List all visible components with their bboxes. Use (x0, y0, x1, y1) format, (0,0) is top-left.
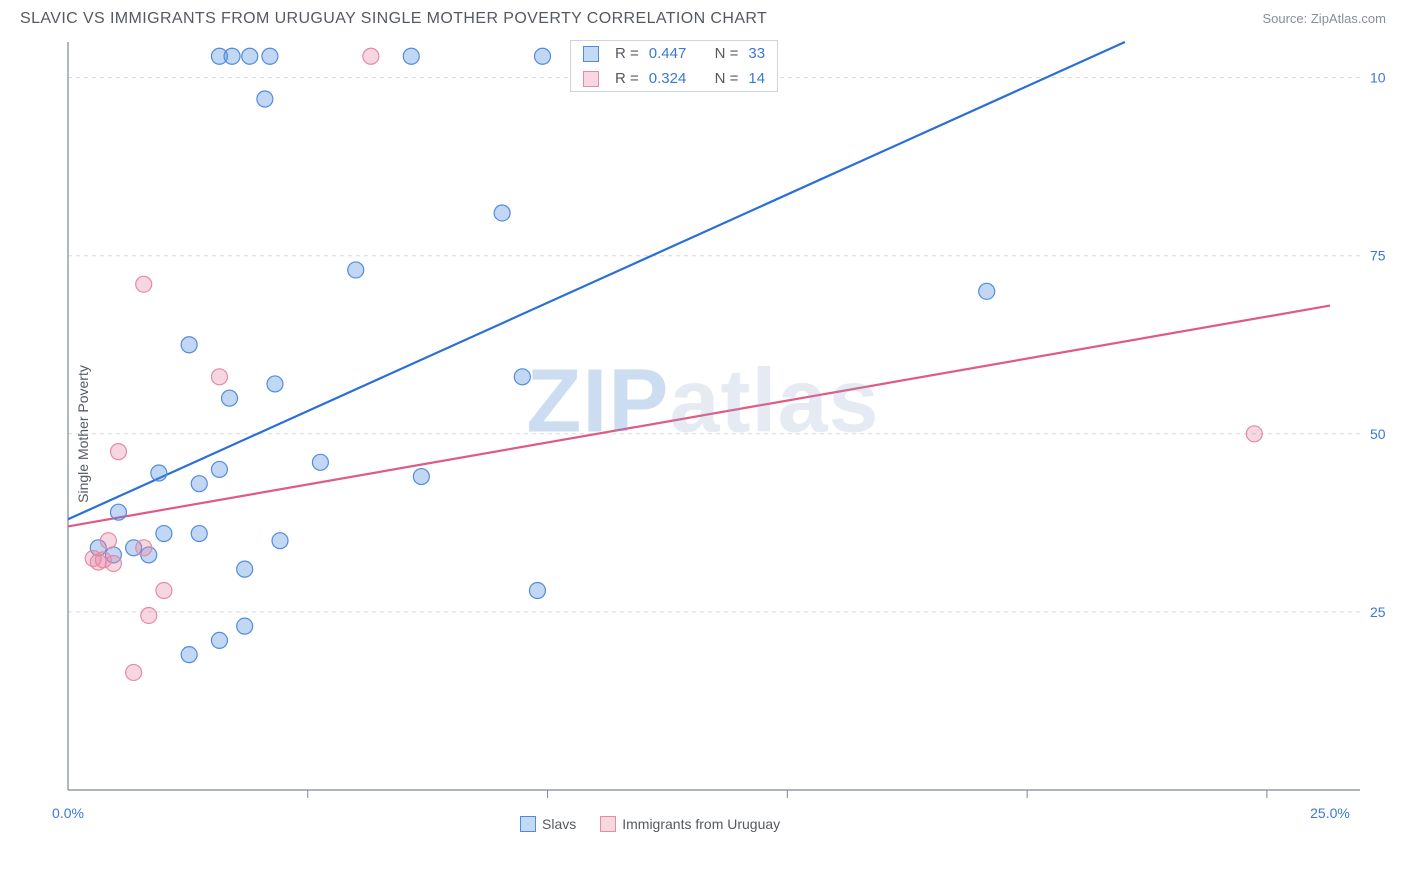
legend-item-immigrants-uruguay: Immigrants from Uruguay (600, 816, 780, 832)
svg-text:75.0%: 75.0% (1370, 248, 1386, 264)
scatter-chart: 25.0% 50.0% 75.0% 100.0% 0.0% 25.0% (20, 34, 1386, 834)
source-credit: Source: ZipAtlas.com (1262, 11, 1386, 26)
svg-text:100.0%: 100.0% (1370, 70, 1386, 86)
stat-row-slavs: R = 0.447 N = 33 (571, 41, 777, 66)
swatch-icon (520, 816, 536, 832)
stats-legend-box: R = 0.447 N = 33R = 0.324 N = 14 (570, 40, 778, 92)
swatch-icon (583, 71, 599, 87)
chart-title: SLAVIC VS IMMIGRANTS FROM URUGUAY SINGLE… (20, 10, 767, 28)
svg-text:25.0%: 25.0% (1310, 805, 1350, 821)
stat-row-immigrants-uruguay: R = 0.324 N = 14 (571, 66, 777, 91)
svg-text:0.0%: 0.0% (52, 805, 84, 821)
y-axis-label: Single Mother Poverty (75, 365, 91, 503)
swatch-icon (583, 46, 599, 62)
series-legend: Slavs Immigrants from Uruguay (520, 816, 780, 832)
swatch-icon (600, 816, 616, 832)
legend-item-slavs: Slavs (520, 816, 576, 832)
svg-text:50.0%: 50.0% (1370, 426, 1386, 442)
chart-container: Single Mother Poverty 25.0% 50.0% 75.0% 100… (20, 34, 1386, 834)
svg-text:25.0%: 25.0% (1370, 604, 1386, 620)
